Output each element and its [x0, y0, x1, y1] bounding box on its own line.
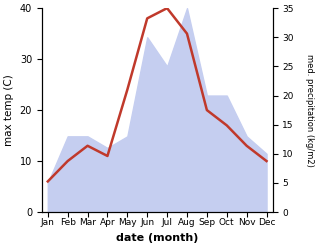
X-axis label: date (month): date (month) [116, 233, 198, 243]
Y-axis label: max temp (C): max temp (C) [4, 74, 14, 146]
Y-axis label: med. precipitation (kg/m2): med. precipitation (kg/m2) [305, 54, 314, 166]
